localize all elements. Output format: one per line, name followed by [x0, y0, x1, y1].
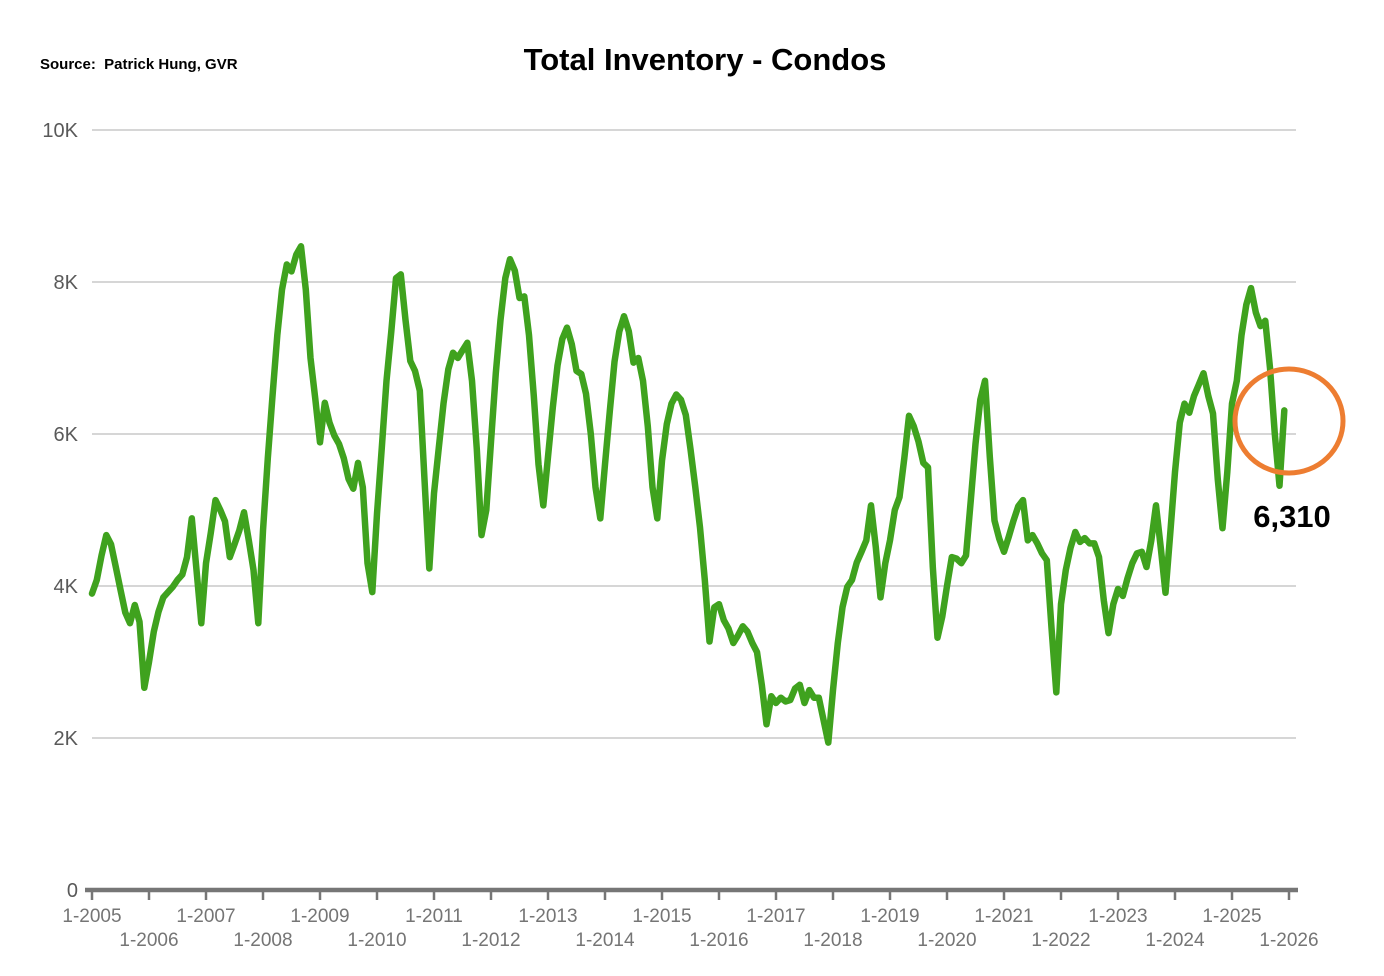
x-labels: 1-2005 1-2006 1-2007 1-2008 1-2009 1-2010 1-20… — [62, 906, 1318, 951]
x-tick-label: 1-2007 — [176, 906, 235, 927]
x-tick-label: 1-2010 — [347, 930, 406, 951]
axis — [85, 887, 1298, 900]
x-tick-label: 1-2006 — [119, 930, 178, 951]
x-tick-label: 1-2024 — [1145, 930, 1205, 951]
x-tick-label: 1-2009 — [290, 906, 349, 927]
x-tick-label: 1-2015 — [632, 906, 691, 927]
x-tick-label: 1-2020 — [917, 930, 976, 951]
y-tick-label: 2K — [54, 728, 79, 750]
x-tick-label: 1-2008 — [233, 930, 292, 951]
x-tick-label: 1-2021 — [974, 906, 1033, 927]
inventory-line-series — [88, 243, 1288, 746]
chart-title: Total Inventory - Condos — [523, 42, 887, 77]
y-tick-label: 6K — [54, 424, 79, 446]
y-tick-label: 0 — [67, 880, 78, 902]
gridlines — [92, 129, 1296, 739]
x-tick-label: 1-2025 — [1202, 906, 1261, 927]
x-tick-label: 1-2012 — [461, 930, 520, 951]
last-value-annotation: 6,310 — [1253, 499, 1331, 534]
x-tick-label: 1-2026 — [1259, 930, 1318, 951]
x-tick-label: 1-2014 — [575, 930, 635, 951]
x-tick-label: 1-2017 — [746, 906, 805, 927]
source-credit: Source: Patrick Hung, GVR — [40, 56, 238, 73]
x-tick-label: 1-2013 — [518, 906, 577, 927]
x-tick-label: 1-2023 — [1088, 906, 1147, 927]
y-tick-label: 10K — [42, 120, 78, 142]
x-tick-label: 1-2011 — [405, 906, 463, 927]
y-tick-label: 4K — [54, 576, 79, 598]
highlight-circle — [1232, 366, 1346, 476]
y-tick-label: 8K — [54, 272, 79, 294]
x-tick-label: 1-2018 — [803, 930, 862, 951]
x-tick-label: 1-2019 — [860, 906, 919, 927]
x-tick-label: 1-2005 — [62, 906, 121, 927]
x-tick-label: 1-2022 — [1031, 930, 1090, 951]
y-labels: 0 2K 4K 6K 8K 10K — [42, 120, 78, 902]
x-tick-label: 1-2016 — [689, 930, 748, 951]
